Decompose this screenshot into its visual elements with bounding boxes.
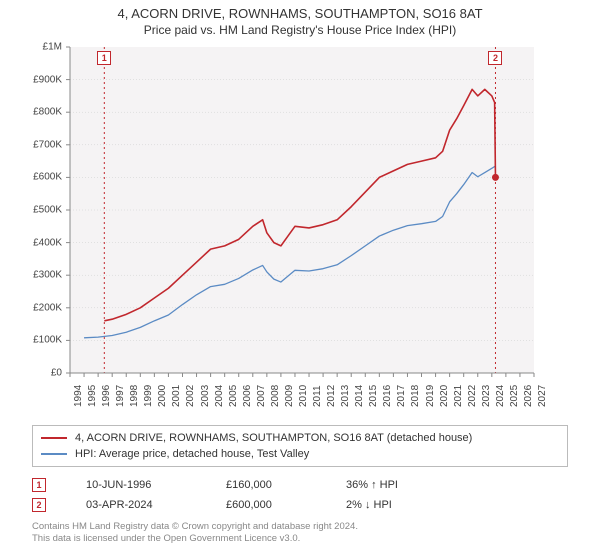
legend-label-property: 4, ACORN DRIVE, ROWNHAMS, SOUTHAMPTON, S… (75, 432, 472, 444)
x-tick-label: 2023 (481, 385, 492, 407)
x-tick-label: 2003 (200, 385, 211, 407)
y-tick-label: £600K (33, 172, 62, 183)
y-tick-label: £1M (43, 42, 62, 53)
x-tick-label: 2013 (340, 385, 351, 407)
x-tick-label: 2022 (467, 385, 478, 407)
chart-title-line1: 4, ACORN DRIVE, ROWNHAMS, SOUTHAMPTON, S… (117, 6, 482, 21)
x-tick-label: 2026 (523, 385, 534, 407)
chart-container: 4, ACORN DRIVE, ROWNHAMS, SOUTHAMPTON, S… (0, 0, 600, 560)
x-tick-label: 2004 (214, 385, 225, 407)
y-tick-label: £900K (33, 74, 62, 85)
x-tick-label: 2000 (157, 385, 168, 407)
footnote-line1: Contains HM Land Registry data © Crown c… (32, 521, 568, 533)
chart-marker-box: 1 (97, 51, 111, 65)
x-tick-label: 2021 (453, 385, 464, 407)
event-row-1: 1 10-JUN-1996 £160,000 36% ↑ HPI (32, 475, 568, 495)
y-tick-label: £300K (33, 270, 62, 281)
event-marker-icon: 1 (32, 478, 46, 492)
chart-area: £0 £100K £200K £300K £400K £500K £600K £700K £80… (20, 41, 580, 421)
x-tick-label: 1994 (73, 385, 84, 407)
x-tick-label: 1997 (115, 385, 126, 407)
x-tick-label: 2016 (382, 385, 393, 407)
x-tick-label: 2027 (537, 385, 548, 407)
event-date: 03-APR-2024 (86, 499, 186, 511)
x-tick-label: 1998 (129, 385, 140, 407)
x-tick-label: 2009 (284, 385, 295, 407)
legend-swatch-hpi (41, 453, 67, 455)
y-tick-label: £0 (51, 368, 62, 379)
legend-row-property: 4, ACORN DRIVE, ROWNHAMS, SOUTHAMPTON, S… (41, 430, 559, 446)
x-tick-label: 2010 (298, 385, 309, 407)
event-marker-icon: 2 (32, 498, 46, 512)
y-tick-label: £200K (33, 302, 62, 313)
x-tick-label: 2024 (495, 385, 506, 407)
x-tick-label: 1995 (87, 385, 98, 407)
x-tick-label: 2005 (228, 385, 239, 407)
legend: 4, ACORN DRIVE, ROWNHAMS, SOUTHAMPTON, S… (32, 425, 568, 467)
x-tick-label: 2014 (354, 385, 365, 407)
footnote: Contains HM Land Registry data © Crown c… (32, 521, 568, 546)
legend-swatch-property (41, 437, 67, 439)
x-tick-label: 2011 (312, 385, 323, 407)
x-tick-label: 1996 (101, 385, 112, 407)
event-hpi: 2% ↓ HPI (346, 499, 446, 511)
chart-marker-box: 2 (488, 51, 502, 65)
x-tick-label: 2020 (439, 385, 450, 407)
event-row-2: 2 03-APR-2024 £600,000 2% ↓ HPI (32, 495, 568, 515)
x-tick-label: 2001 (171, 385, 182, 407)
footnote-line2: This data is licensed under the Open Gov… (32, 533, 568, 545)
x-tick-label: 1999 (143, 385, 154, 407)
legend-row-hpi: HPI: Average price, detached house, Test… (41, 446, 559, 462)
chart-svg (20, 41, 580, 421)
y-tick-label: £100K (33, 335, 62, 346)
y-tick-label: £700K (33, 139, 62, 150)
event-date: 10-JUN-1996 (86, 479, 186, 491)
chart-title-line2: Price paid vs. HM Land Registry's House … (144, 23, 456, 37)
x-tick-label: 2019 (425, 385, 436, 407)
event-price: £160,000 (226, 479, 306, 491)
y-tick-label: £500K (33, 205, 62, 216)
event-hpi: 36% ↑ HPI (346, 479, 446, 491)
x-tick-label: 2008 (270, 385, 281, 407)
y-tick-label: £400K (33, 237, 62, 248)
x-tick-label: 2015 (368, 385, 379, 407)
legend-label-hpi: HPI: Average price, detached house, Test… (75, 448, 309, 460)
event-price: £600,000 (226, 499, 306, 511)
x-tick-label: 2017 (396, 385, 407, 407)
x-tick-label: 2006 (242, 385, 253, 407)
event-table: 1 10-JUN-1996 £160,000 36% ↑ HPI 2 03-AP… (32, 475, 568, 515)
y-tick-label: £800K (33, 107, 62, 118)
x-tick-label: 2025 (509, 385, 520, 407)
x-tick-label: 2007 (256, 385, 267, 407)
x-tick-label: 2018 (410, 385, 421, 407)
x-tick-label: 2012 (326, 385, 337, 407)
x-tick-label: 2002 (185, 385, 196, 407)
